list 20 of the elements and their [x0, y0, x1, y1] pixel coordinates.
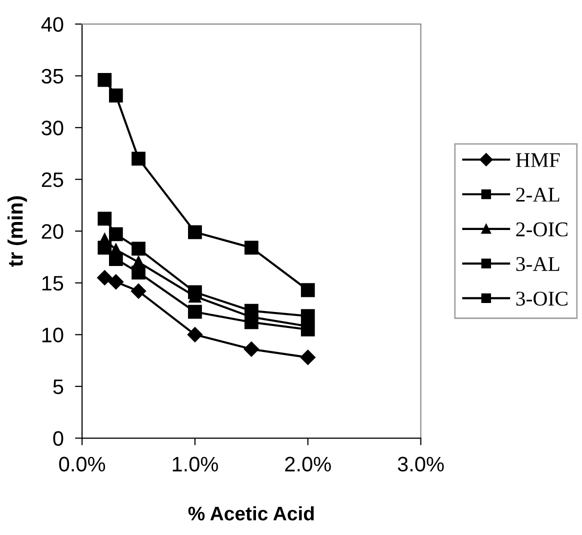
y-tick-label: 35: [42, 68, 64, 84]
legend-label: 3-OIC: [516, 292, 568, 306]
y-axis-title: tr (min): [8, 196, 27, 267]
y-tick-label: 20: [42, 224, 64, 239]
y-tick-label: 15: [42, 276, 64, 291]
x-axis-title: % Acetic Acid: [188, 506, 314, 520]
x-tick-label: 3.0%: [398, 456, 444, 472]
y-tick-label: 0: [53, 431, 64, 446]
y-tick-label: 5: [53, 380, 64, 394]
legend-label: 2-OIC: [516, 222, 568, 236]
x-tick-label: 0.0%: [59, 456, 106, 472]
x-tick-label: 1.0%: [172, 456, 218, 472]
legend-label: 2-AL: [516, 188, 560, 202]
legend-label: HMF: [516, 153, 560, 167]
y-tick-label: 30: [42, 120, 64, 136]
y-tick-label: 25: [42, 172, 64, 188]
legend-label: 3-AL: [516, 257, 560, 272]
y-tick-label: 40: [41, 17, 64, 32]
y-tick-label: 10: [42, 328, 64, 342]
x-tick-label: 2.0%: [285, 456, 331, 472]
